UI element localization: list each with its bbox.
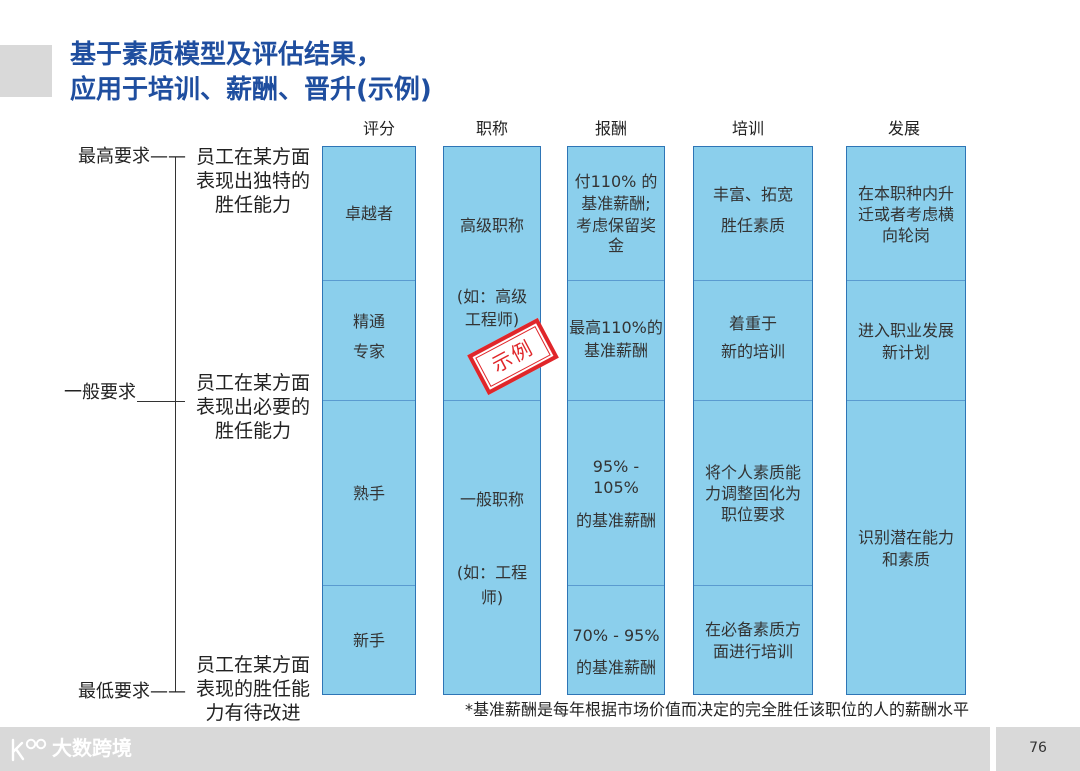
title-line-2: 应用于培训、薪酬、晋升(示例)	[70, 75, 432, 105]
training-cell-text: 力调整固化为	[704, 484, 801, 503]
brand-logo-text: 大数跨境	[52, 736, 132, 760]
requirement-scale-line	[175, 157, 176, 692]
level-label-highest: 最高要求——	[78, 146, 186, 167]
title-cell-text: (如：工程	[456, 563, 528, 582]
row-divider	[568, 400, 664, 401]
development-cell-text: 迁或者考虑横	[857, 205, 954, 224]
level-desc-highest-line: 员工在某方面	[195, 146, 310, 168]
level-desc-highest-line: 表现出独特的	[195, 170, 310, 192]
title-cell-text: 工程师)	[464, 310, 520, 329]
title-cell-text: 高级职称	[459, 216, 524, 235]
level-desc-general-line: 胜任能力	[214, 420, 291, 442]
training-cell-text: 职位要求	[720, 505, 785, 524]
row-divider	[444, 400, 540, 401]
pay-cell-text: 95% -	[592, 457, 640, 476]
footnote: *基准薪酬是每年根据市场价值而决定的完全胜任该职位的人的薪酬水平	[465, 700, 970, 719]
column-header-pay: 报酬	[594, 119, 627, 138]
pay-cell-text: 基准薪酬;	[581, 194, 651, 213]
level-desc-lowest-line: 员工在某方面	[195, 654, 310, 676]
level-desc-highest-line: 胜任能力	[214, 194, 291, 216]
pay-cell-text: 的基准薪酬	[575, 658, 656, 677]
row-divider	[694, 585, 812, 586]
training-cell-text: 将个人素质能	[704, 463, 801, 482]
title-cell-text: 一般职称	[459, 490, 524, 509]
development-cell-text: 进入职业发展	[857, 321, 954, 340]
page-number-box	[996, 727, 1080, 771]
title-line-1: 基于素质模型及评估结果，	[70, 40, 383, 70]
development-cell-text: 识别潜在能力	[857, 528, 954, 547]
level-desc-general-line: 表现出必要的	[195, 396, 310, 418]
column-box-pay	[567, 146, 665, 695]
rating-cell-text: 精通	[352, 312, 385, 331]
column-header-title: 职称	[475, 119, 508, 138]
training-cell-text: 新的培训	[720, 342, 785, 361]
pay-cell-text: 70% - 95%	[572, 626, 660, 645]
row-divider	[847, 280, 965, 281]
column-header-rating: 评分	[362, 119, 395, 138]
pay-cell-text: 金	[607, 236, 624, 255]
row-divider	[323, 280, 415, 281]
rating-cell-text: 专家	[352, 342, 385, 361]
level-desc-general-line: 员工在某方面	[195, 372, 310, 394]
training-cell-text: 在必备素质方	[704, 620, 801, 639]
rating-cell-text: 熟手	[352, 484, 385, 503]
level-label-lowest: 最低要求——	[78, 681, 186, 702]
pay-cell-text: 考虑保留奖	[575, 216, 656, 235]
rating-cell-text: 新手	[352, 631, 385, 650]
pay-cell-text: 最高110%的	[569, 318, 663, 337]
level-desc-lowest-line: 力有待改进	[205, 702, 301, 724]
development-cell-text: 在本职种内升	[857, 184, 954, 203]
page-number: 76	[1029, 740, 1047, 756]
title-cell-text: (如：高级	[456, 287, 528, 306]
row-divider	[694, 280, 812, 281]
development-cell-text: 和素质	[881, 550, 930, 569]
pay-cell-text: 付110% 的	[574, 172, 658, 191]
development-cell-text: 新计划	[881, 343, 930, 362]
training-cell-text: 着重于	[728, 314, 777, 333]
corner-accent-block	[0, 45, 52, 97]
row-divider	[323, 400, 415, 401]
training-cell-text: 面进行培训	[712, 642, 793, 661]
brand-logo-icon	[11, 738, 47, 762]
row-divider	[694, 400, 812, 401]
level-connector-general	[137, 401, 185, 402]
level-desc-lowest-line: 表现的胜任能	[195, 678, 310, 700]
level-label-general: 一般要求	[64, 382, 136, 403]
pay-cell-text: 的基准薪酬	[575, 511, 656, 530]
column-header-development: 发展	[887, 119, 920, 138]
title-cell-text: 师)	[480, 588, 504, 607]
footer-bar	[0, 727, 990, 771]
column-box-rating	[322, 146, 416, 695]
training-cell-text: 胜任素质	[720, 216, 785, 235]
rating-cell-text: 卓越者	[344, 204, 393, 223]
column-header-training: 培训	[731, 119, 764, 138]
row-divider	[847, 400, 965, 401]
training-cell-text: 丰富、拓宽	[712, 185, 793, 204]
column-box-title	[443, 146, 541, 695]
row-divider	[568, 585, 664, 586]
column-box-training	[693, 146, 813, 695]
pay-cell-text: 105%	[593, 478, 639, 497]
row-divider	[323, 585, 415, 586]
development-cell-text: 向轮岗	[881, 226, 930, 245]
row-divider	[568, 280, 664, 281]
column-box-development	[846, 146, 966, 695]
pay-cell-text: 基准薪酬	[583, 341, 648, 360]
